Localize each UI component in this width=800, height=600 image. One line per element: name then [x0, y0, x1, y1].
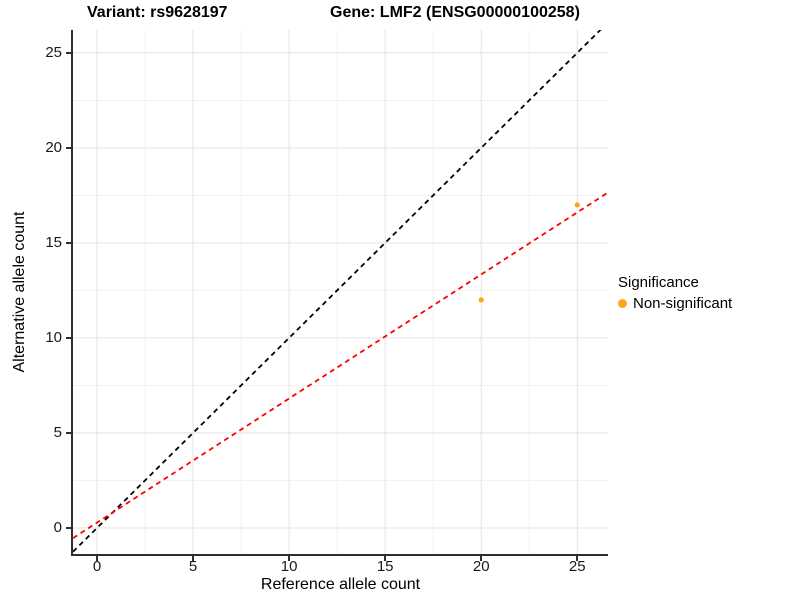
data-point: [478, 297, 484, 303]
y-tick-label: 25: [45, 43, 62, 61]
x-tick-label: 25: [568, 558, 586, 575]
x-tick-mark: [576, 556, 579, 561]
plot-title-gene: Gene: LMF2 (ENSG00000100258): [330, 4, 580, 21]
x-tick-label: 15: [376, 558, 394, 575]
fit-line: [73, 191, 608, 539]
legend-item: Non-significant: [618, 295, 732, 312]
x-tick-mark: [288, 556, 291, 561]
x-tick-label: 10: [280, 558, 298, 575]
legend-title: Significance: [618, 274, 699, 291]
y-tick-label: 0: [53, 518, 62, 536]
plot-canvas: [73, 30, 608, 554]
y-tick-label: 20: [45, 138, 62, 156]
y-tick-label: 10: [45, 328, 62, 346]
legend-items: Non-significant: [618, 295, 732, 312]
x-tick-mark: [192, 556, 195, 561]
legend-item-label: Non-significant: [633, 295, 733, 312]
x-tick-mark: [480, 556, 483, 561]
x-axis-label: Reference allele count: [260, 576, 421, 593]
y-tick-label: 5: [53, 423, 62, 441]
data-point: [574, 202, 580, 208]
x-tick-label: 20: [472, 558, 490, 575]
y-axis-label: Alternative allele count: [11, 211, 28, 373]
x-tick-label: 0: [92, 558, 102, 575]
x-tick-mark: [384, 556, 387, 561]
x-tick-label: 5: [188, 558, 198, 575]
x-tick-mark: [96, 556, 98, 561]
plot-title-variant: Variant: rs9628197: [87, 4, 228, 21]
plot-panel: [71, 30, 608, 556]
y-tick-label: 15: [45, 233, 62, 251]
legend-key-dot-icon: [618, 299, 627, 308]
legend: Significance Non-significant: [618, 274, 732, 312]
